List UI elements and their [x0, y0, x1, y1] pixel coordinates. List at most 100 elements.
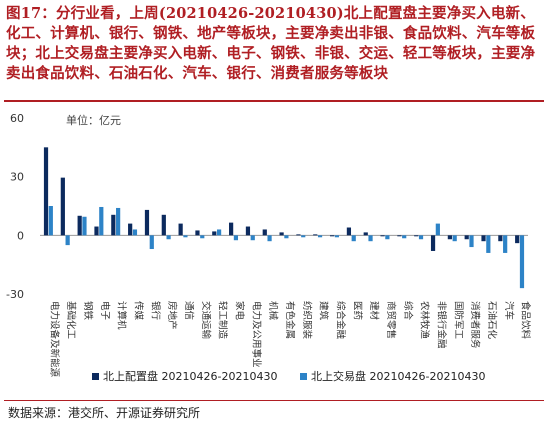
legend-label: 北上配置盘 20210426-20210430: [103, 369, 277, 383]
bar-trading: [301, 235, 306, 238]
category-label: 电子: [99, 301, 111, 321]
category-label: 石油石化: [486, 301, 498, 340]
y-tick-label: 0: [17, 229, 24, 242]
bar-config: [346, 227, 352, 236]
category-label: 医药: [351, 301, 362, 320]
category-label: 钢铁: [82, 301, 94, 321]
bar-config: [144, 209, 150, 236]
bar-trading: [99, 206, 104, 236]
bar-trading: [65, 235, 70, 246]
bar-trading: [418, 235, 424, 240]
bar-config: [498, 235, 503, 242]
bar-trading: [351, 235, 356, 242]
bar-config: [296, 234, 301, 236]
bar-config: [329, 235, 335, 237]
bar-trading: [368, 235, 373, 242]
category-label: 交通运输: [200, 301, 212, 340]
bar-trading: [216, 229, 222, 236]
legend-label: 北上交易盘 20210426-20210430: [311, 369, 485, 383]
category-label: 轻工制造: [217, 301, 229, 340]
bar-trading: [334, 235, 339, 238]
bar-trading: [486, 235, 491, 253]
category-label: 非银行金融: [435, 301, 447, 349]
bar-config: [245, 226, 251, 236]
category-label: 农林牧渔: [419, 301, 431, 340]
source-note: 数据来源：港交所、开源证券研究所: [8, 406, 201, 420]
bar-config: [279, 232, 284, 236]
bar-config: [313, 234, 318, 236]
bar-config: [430, 235, 436, 251]
bar-config: [60, 177, 65, 236]
bar-config: [229, 222, 234, 236]
bar-config: [212, 231, 217, 236]
unit-label: 单位：亿元: [66, 113, 121, 127]
bar-trading: [385, 235, 390, 240]
category-label: 电力设备及新能源: [48, 301, 60, 378]
bar-trading: [200, 235, 205, 239]
legend-swatch: [300, 373, 307, 380]
bar-trading: [82, 216, 87, 236]
bar-trading: [503, 235, 508, 253]
category-label: 国防军工: [452, 301, 464, 340]
bar-chart: -30 0 30 60 单位：亿元电力设备及新能源 基础化工 钢铁 电子 计算机 传媒 银行 房地产通…: [6, 112, 532, 383]
category-label: 家电: [234, 301, 246, 321]
bar-trading: [435, 223, 440, 236]
category-label: 综合: [402, 301, 414, 321]
title-divider: [4, 100, 544, 102]
category-label: 计算机: [116, 301, 128, 330]
bar-trading: [149, 235, 154, 250]
legend-swatch: [92, 373, 99, 380]
bar-trading: [116, 207, 121, 236]
bar-config: [515, 235, 520, 244]
bar-trading: [48, 206, 53, 236]
bar-config: [178, 223, 183, 236]
bar-config: [363, 232, 368, 236]
y-tick-label: 30: [10, 171, 24, 184]
category-label: 机械: [267, 301, 279, 321]
category-label: 商贸零售: [385, 301, 397, 339]
category-label: 基础化工: [65, 301, 77, 340]
bar-trading: [317, 235, 323, 238]
bar-trading: [250, 235, 255, 241]
bar-config: [262, 229, 267, 236]
bar-config: [397, 235, 402, 237]
bar-config: [195, 230, 200, 236]
bar-trading: [469, 235, 474, 248]
bar-config: [464, 235, 469, 240]
source-divider: [4, 400, 544, 401]
bar-config: [481, 235, 486, 242]
bar-config: [161, 214, 166, 236]
y-tick-label: -30: [6, 288, 24, 301]
category-label: 食品饮料: [520, 301, 532, 340]
bar-trading: [402, 235, 407, 239]
bar-trading: [183, 235, 188, 238]
category-label: 建材: [368, 301, 380, 321]
bar-config: [128, 223, 133, 236]
bar-trading: [452, 235, 457, 242]
y-tick-label: 60: [10, 112, 24, 125]
bar-trading: [519, 235, 525, 289]
bar-trading: [166, 235, 171, 240]
category-label: 通信: [183, 301, 195, 320]
category-label: 电力及公用事业: [250, 301, 262, 368]
figure-title: 图17：分行业看，上周(20210426-20210430)北上配置盘主要净买入…: [6, 5, 536, 82]
bar-config: [77, 215, 82, 236]
category-label: 汽车: [503, 301, 515, 320]
bar-config: [414, 235, 419, 237]
bar-trading: [267, 235, 272, 242]
category-label: 综合金融: [334, 301, 346, 340]
bar-trading: [284, 235, 289, 239]
bar-config: [43, 147, 49, 236]
bar-config: [447, 235, 452, 240]
bar-trading: [233, 235, 239, 241]
category-label: 纺织服装: [301, 301, 313, 340]
category-label: 有色金属: [284, 301, 296, 339]
category-label: 消费者服务: [469, 301, 481, 349]
category-label: 银行: [149, 301, 161, 321]
bar-trading: [132, 229, 138, 236]
category-label: 传媒: [133, 301, 145, 321]
category-label: 建筑: [318, 301, 330, 321]
bar-config: [111, 214, 116, 236]
category-label: 房地产: [166, 301, 178, 330]
bar-config: [94, 226, 99, 236]
